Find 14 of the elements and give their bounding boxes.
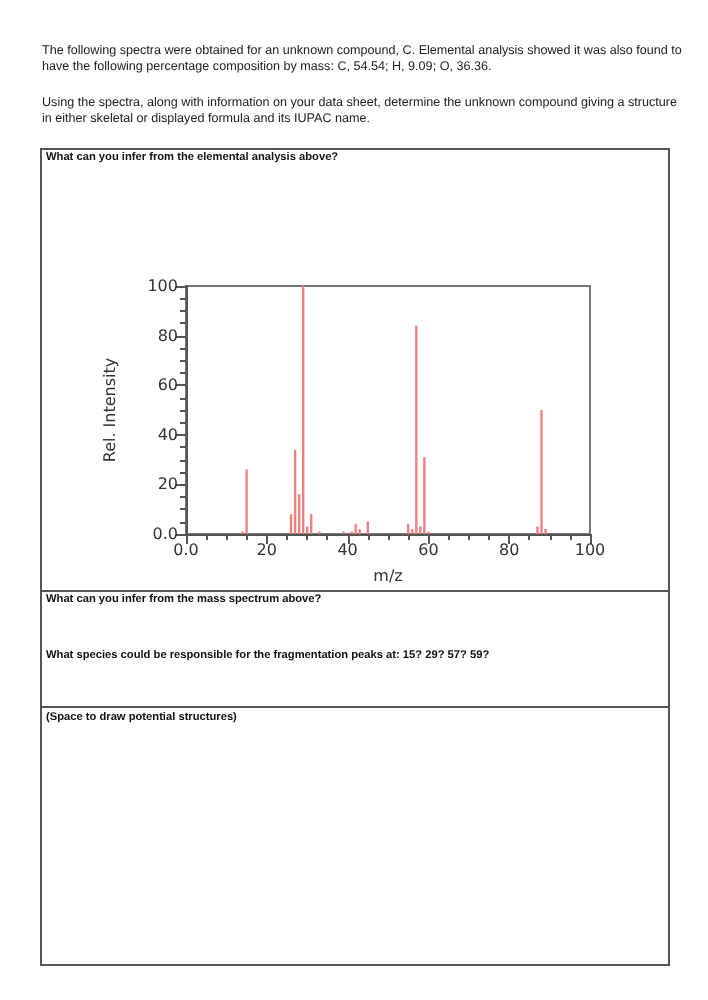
- x-tick-label: 40: [337, 541, 358, 559]
- y-tick-label: 0.0: [152, 525, 178, 543]
- y-tick-label: 40: [157, 425, 178, 444]
- x-tick-label: 0.0: [173, 541, 199, 559]
- y-axis-title: Rel. Intensity: [101, 357, 119, 463]
- y-tick-label: 100: [147, 277, 178, 295]
- y-tick-label: 20: [157, 475, 178, 494]
- y-tick-label: 60: [157, 376, 178, 395]
- x-tick-label: 100: [574, 541, 606, 559]
- y-tick-label: 80: [157, 326, 178, 345]
- x-tick-label: 60: [418, 541, 439, 559]
- x-tick-label: 80: [499, 541, 520, 559]
- x-axis-title: m/z: [373, 566, 403, 585]
- x-tick-label: 20: [256, 541, 277, 559]
